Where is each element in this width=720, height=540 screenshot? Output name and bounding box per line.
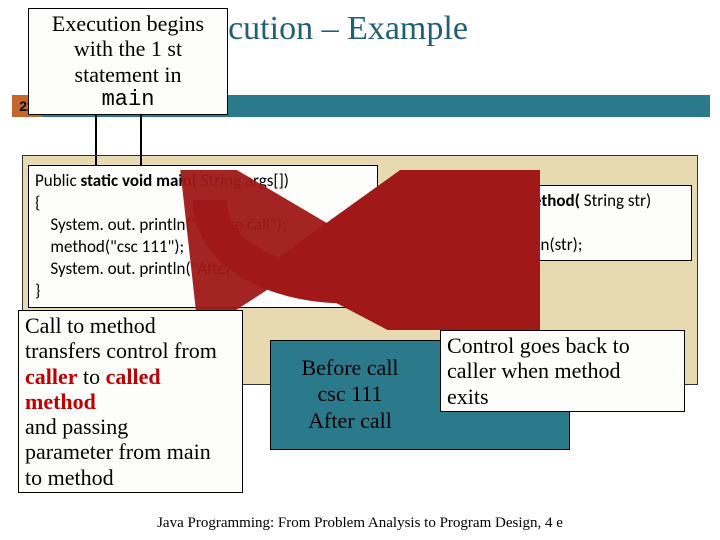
callout-text: called: [106, 364, 161, 389]
code-text: void method(: [485, 190, 580, 211]
output-line: After call: [285, 408, 415, 434]
output-text: Before call csc 111 After call: [285, 355, 415, 434]
callout-line: method: [25, 389, 236, 414]
code-text: Public static: [399, 190, 485, 211]
callout-line: transfers control from: [25, 338, 236, 363]
callout-line: caller to called: [25, 364, 236, 389]
code-line: method("csc 111");: [35, 236, 371, 258]
callout-line: and passing: [25, 414, 236, 439]
callout-line: with the 1 st: [35, 36, 221, 61]
callout-tail: [95, 110, 97, 165]
code-text: String str): [580, 190, 651, 211]
callout-transfer-control: Call to method transfers control from ca…: [18, 310, 243, 493]
code-text: Public: [35, 170, 80, 191]
callout-line: Execution begins: [35, 11, 221, 36]
callout-tail: [140, 110, 142, 165]
callout-line: Control goes back to: [447, 333, 678, 358]
code-line: System. out. println("Before call");: [35, 214, 371, 236]
output-line: Before call: [285, 355, 415, 381]
output-line: csc 111: [285, 381, 415, 407]
code-line: Public static void main( String args[]): [35, 170, 371, 192]
callout-line: statement in: [35, 62, 221, 87]
callout-text: to: [78, 364, 106, 389]
callout-line: parameter from main: [25, 439, 236, 464]
callout-line: exits: [447, 384, 678, 409]
code-method-box: Public static void method( String str) {…: [392, 185, 692, 261]
callout-text: caller: [25, 364, 78, 389]
code-text: String args[]): [197, 170, 289, 191]
code-line: {: [35, 192, 371, 214]
code-line: System. out. println("After call");: [35, 258, 371, 280]
callout-line: Call to method: [25, 313, 236, 338]
code-line: {: [399, 212, 685, 234]
callout-line: to method: [25, 465, 236, 490]
code-text: static void main(: [80, 170, 196, 191]
callout-line: caller when method: [447, 358, 678, 383]
code-line: }: [35, 280, 371, 302]
code-line: System. out. println(str);: [399, 234, 685, 256]
code-main-box: Public static void main( String args[]) …: [28, 165, 378, 308]
slide-footer: Java Programming: From Problem Analysis …: [0, 515, 720, 532]
callout-control-returns: Control goes back to caller when method …: [440, 330, 685, 412]
callout-execution-begins: Execution begins with the 1 st statement…: [28, 8, 228, 115]
code-line: Public static void method( String str): [399, 190, 685, 212]
callout-line: main: [35, 87, 221, 112]
